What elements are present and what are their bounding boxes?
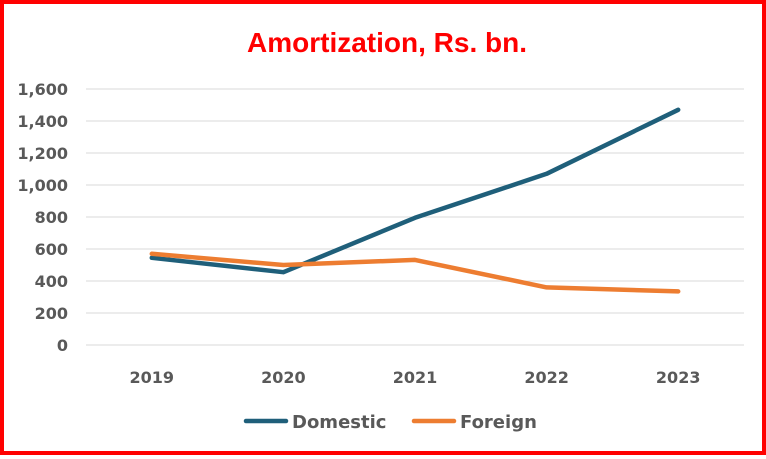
series-lines: [149, 107, 681, 294]
y-tick-label: 0: [57, 336, 68, 355]
x-tick-label: 2019: [130, 368, 175, 387]
x-tick-label: 2020: [261, 368, 306, 387]
y-tick-label: 1,200: [17, 144, 68, 163]
chart-title: Amortization, Rs. bn.: [247, 27, 527, 58]
y-tick-label: 600: [35, 240, 68, 259]
series-line-foreign: [149, 251, 681, 294]
y-tick-label: 1,600: [17, 80, 68, 99]
legend-label-foreign: Foreign: [460, 412, 537, 433]
x-tick-label: 2022: [524, 368, 569, 387]
series-line-domestic: [149, 107, 681, 275]
y-tick-label: 800: [35, 208, 68, 227]
y-tick-label: 200: [35, 304, 68, 323]
x-tick-label: 2023: [656, 368, 701, 387]
x-tick-label: 2021: [393, 368, 438, 387]
y-axis-tick-labels: 0 200 400 600 800 1,000 1,200 1,400 1,600: [17, 80, 68, 355]
y-tick-label: 1,400: [17, 112, 68, 131]
legend-label-domestic: Domestic: [292, 412, 386, 433]
x-axis-tick-labels: 2019 2020 2021 2022 2023: [130, 368, 701, 387]
y-tick-label: 400: [35, 272, 68, 291]
legend: Domestic Foreign: [243, 412, 537, 433]
line-chart: Amortization, Rs. bn. 0 200 400 600 800 1,000…: [17, 27, 744, 433]
y-tick-label: 1,000: [17, 176, 68, 195]
